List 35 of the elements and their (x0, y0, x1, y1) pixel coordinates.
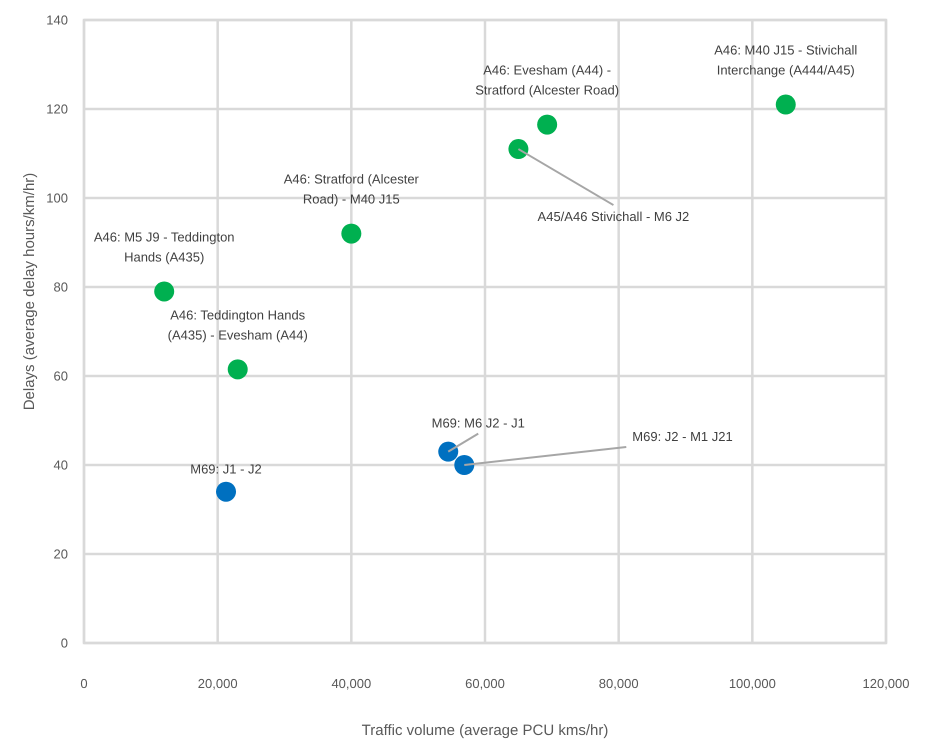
x-axis-title: Traffic volume (average PCU kms/hr) (362, 722, 608, 739)
data-label: A45/A46 Stivichall - M6 J2 (538, 209, 690, 224)
y-axis-title: Delays (average delay hours/km/hr) (21, 172, 38, 410)
point (228, 359, 248, 380)
data-label: A46: Stratford (Alcester Road) - M40 J15 (284, 172, 420, 207)
data-label: A46: M40 J15 - Stivichall Interchange (A444/A45) (714, 42, 858, 78)
data-label: A46: Evesham (A44) - Stratford (Alcester Road) (475, 62, 620, 98)
x-tick-label: 60,000 (465, 676, 505, 691)
y-tick-label: 120 (46, 102, 68, 117)
y-tick-label: 80 (54, 280, 68, 295)
point (537, 114, 558, 135)
point (508, 139, 528, 160)
data-label: M69: J1 - J2 (190, 462, 262, 477)
point (216, 482, 236, 502)
y-tick-label: 20 (54, 546, 68, 562)
data-label: M69: M6 J2 - J1 (432, 416, 525, 431)
x-tick-label: 80,000 (598, 676, 639, 691)
x-tick-label: 20,000 (198, 676, 238, 691)
y-tick-label: 140 (46, 12, 68, 28)
y-tick-label: 100 (46, 190, 68, 206)
y-tick-label: 40 (54, 458, 68, 473)
y-tick-label: 0 (60, 636, 68, 651)
data-label: A46: M5 J9 - Teddington Hands (A435) (94, 229, 235, 264)
point (438, 442, 458, 462)
x-tick-label: 40,000 (331, 676, 372, 691)
point (776, 94, 796, 115)
x-tick-label: 100,000 (728, 676, 776, 691)
y-tick-label: 60 (54, 368, 68, 384)
x-tick-label: 120,000 (862, 676, 910, 691)
data-label: A46: Teddington Hands (A435) - Evesham (A44) (168, 307, 308, 342)
point (341, 224, 362, 244)
x-tick-label: 0 (80, 676, 88, 691)
point (454, 455, 474, 475)
data-label: M69: J2 - M1 J21 (632, 429, 733, 444)
point (154, 281, 174, 302)
